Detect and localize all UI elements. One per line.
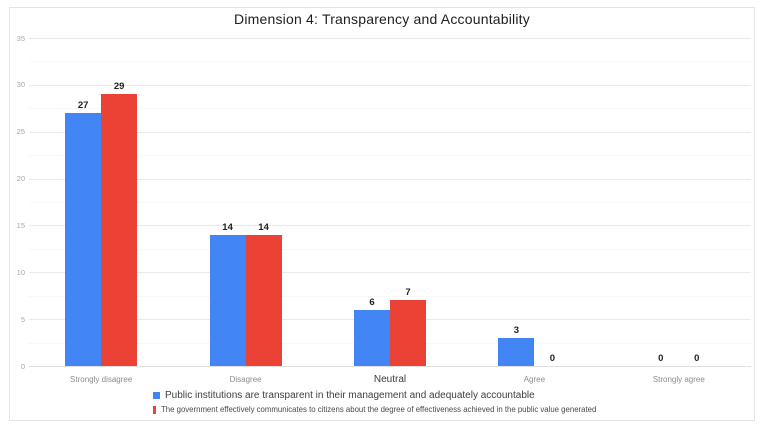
minor-gridline — [29, 61, 751, 63]
y-axis-tick-label: 0 — [20, 361, 25, 371]
legend-item-series1: Public institutions are transparent in t… — [153, 390, 535, 401]
category-label-agree: Agree — [523, 375, 546, 384]
category-label-strongly-disagree: Strongly disagree — [70, 375, 133, 384]
legend-swatch-icon — [153, 405, 156, 414]
category-label-neutral: Neutral — [373, 374, 407, 385]
y-axis-tick-label: 25 — [16, 127, 25, 137]
minor-gridline — [29, 202, 751, 203]
bar-series1-neutral — [354, 309, 390, 366]
value-label-series1-neutral: 6 — [369, 296, 375, 308]
value-label-series2-strongly-disagree: 29 — [113, 81, 125, 93]
gridline-30 — [29, 84, 751, 86]
value-label-series2-agree: 0 — [549, 353, 556, 364]
y-axis-tick-label: 30 — [16, 80, 25, 90]
value-label-series2-disagree: 14 — [258, 221, 269, 233]
y-axis-tick-label: 5 — [20, 314, 25, 324]
legend-label: The government effectively communicates … — [161, 405, 597, 414]
value-label-series1-disagree: 14 — [222, 221, 233, 233]
value-label-series2-neutral: 7 — [405, 287, 411, 299]
y-axis-tick-label: 20 — [16, 174, 25, 184]
minor-gridline — [29, 248, 751, 250]
minor-gridline — [29, 155, 751, 157]
category-label-strongly-agree: Strongly agree — [652, 375, 705, 384]
bar-series1-disagree — [209, 234, 246, 366]
bar-series2-strongly-disagree — [101, 94, 138, 366]
gridline-35 — [29, 38, 751, 39]
value-label-series1-strongly-disagree: 27 — [77, 99, 89, 111]
gridline-25 — [29, 131, 751, 133]
y-axis-tick-label: 15 — [16, 220, 25, 230]
plot-area: 0 5 10 15 20 25 30 35 27 29 Strongly disagree 14 14 D… — [10, 8, 754, 420]
chart-frame: Dimension 4: Transparency and Accountabi… — [9, 7, 755, 421]
bar-series2-disagree — [245, 234, 282, 366]
gridline-10 — [29, 272, 751, 274]
gridline-0 — [29, 366, 751, 367]
y-axis-tick-label: 10 — [16, 267, 25, 277]
legend-label: Public institutions are transparent in t… — [165, 390, 535, 401]
minor-gridline — [29, 295, 751, 297]
gridline-20 — [29, 178, 751, 180]
bar-series2-neutral — [390, 300, 426, 366]
value-label-series1-strongly-agree: 0 — [658, 353, 664, 364]
chart-title: Dimension 4: Transparency and Accountabi… — [234, 11, 530, 27]
y-axis-tick-label: 35 — [16, 33, 25, 43]
value-label-series2-strongly-agree: 0 — [694, 353, 700, 364]
legend-item-series2: The government effectively communicates … — [153, 405, 596, 414]
bar-series1-strongly-disagree — [65, 112, 102, 366]
legend-swatch-icon — [153, 392, 160, 399]
bar-series1-agree — [498, 337, 535, 366]
minor-gridline — [29, 108, 751, 110]
value-label-series1-agree: 3 — [513, 324, 520, 336]
category-label-disagree: Disagree — [229, 375, 262, 384]
gridline-15 — [29, 225, 751, 227]
